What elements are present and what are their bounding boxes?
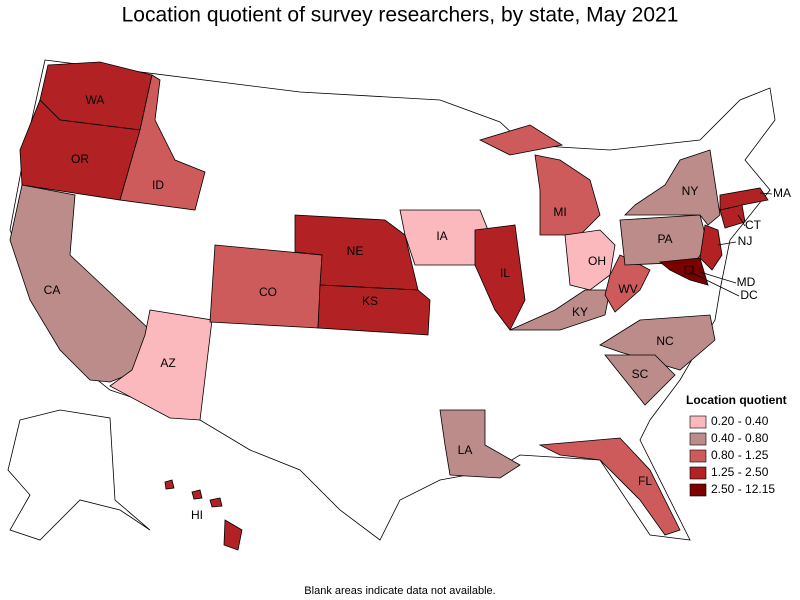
state-label: MA bbox=[773, 186, 791, 200]
state-shape bbox=[109, 309, 213, 421]
state-shape bbox=[209, 497, 223, 508]
state-label: NY bbox=[682, 184, 699, 198]
state-label: MD bbox=[737, 275, 756, 289]
state-label: WV bbox=[618, 282, 637, 296]
legend-label: 0.40 - 0.80 bbox=[711, 431, 769, 445]
state-label: SC bbox=[632, 367, 649, 381]
state-shape bbox=[191, 489, 203, 500]
state-label: MI bbox=[553, 205, 566, 219]
state-shape bbox=[317, 284, 431, 336]
legend-label: 0.80 - 1.25 bbox=[711, 448, 769, 462]
state-shape bbox=[534, 154, 601, 236]
state-shape bbox=[119, 74, 206, 211]
state-label: CT bbox=[745, 218, 762, 232]
legend-label: 2.50 - 12.15 bbox=[711, 482, 775, 496]
state-label: IA bbox=[436, 229, 447, 243]
state-shape bbox=[719, 187, 769, 211]
state-label: HI bbox=[191, 508, 203, 522]
state-shape bbox=[604, 354, 676, 406]
state-label: CO bbox=[259, 285, 277, 299]
leader-line bbox=[759, 192, 773, 195]
state-label: DC bbox=[740, 288, 758, 302]
leader-lines bbox=[689, 192, 773, 297]
state-shape bbox=[538, 437, 681, 536]
state-label: CA bbox=[44, 283, 61, 297]
legend-swatch bbox=[689, 449, 707, 463]
state-shape bbox=[478, 124, 564, 156]
state-label: OH bbox=[588, 254, 606, 268]
state-shape bbox=[599, 314, 716, 371]
alaska bbox=[7, 409, 151, 541]
state-shape bbox=[658, 257, 709, 286]
footnote: Blank areas indicate data not available. bbox=[304, 585, 495, 597]
state-label: PA bbox=[657, 232, 672, 246]
state-shape bbox=[439, 409, 521, 479]
states bbox=[9, 61, 769, 551]
legend-swatch bbox=[689, 483, 707, 497]
map-title: Location quotient of survey researchers,… bbox=[122, 4, 679, 27]
state-label: OR bbox=[71, 152, 89, 166]
state-label: IL bbox=[500, 266, 510, 280]
state-shape bbox=[9, 184, 151, 383]
legend-swatch bbox=[689, 415, 707, 429]
leader-line bbox=[737, 214, 746, 227]
state-label: NC bbox=[656, 334, 674, 348]
state-label: AZ bbox=[160, 356, 175, 370]
state-label: WA bbox=[86, 93, 105, 107]
state-shape bbox=[699, 224, 723, 271]
leader-line bbox=[699, 271, 737, 284]
state-label: FL bbox=[638, 474, 652, 488]
state-label: ID bbox=[152, 178, 164, 192]
state-label: KY bbox=[572, 305, 588, 319]
legend-label: 0.20 - 0.40 bbox=[711, 414, 769, 428]
state-labels: WA OR ID CA AZ CO NE KS IA IL MI OH KY WV PA NY NJ CT MA MD… bbox=[44, 93, 791, 522]
state-shape bbox=[604, 254, 651, 313]
legend-label: 1.25 - 2.50 bbox=[711, 465, 769, 479]
leader-line bbox=[717, 241, 737, 246]
state-shape bbox=[164, 479, 175, 490]
state-shape bbox=[684, 265, 694, 275]
leader-line bbox=[689, 271, 740, 297]
state-shape bbox=[223, 519, 243, 551]
legend-title: Location quotient bbox=[686, 393, 787, 407]
legend: 0.20 - 0.40 0.40 - 0.80 0.80 - 1.25 1.25 - … bbox=[689, 414, 775, 497]
legend-swatch bbox=[689, 466, 707, 480]
legend-swatch bbox=[689, 432, 707, 446]
state-shape bbox=[624, 149, 721, 226]
state-label: NE bbox=[347, 244, 364, 258]
state-label: NJ bbox=[738, 234, 753, 248]
state-label: LA bbox=[458, 443, 473, 457]
state-label: KS bbox=[362, 294, 378, 308]
